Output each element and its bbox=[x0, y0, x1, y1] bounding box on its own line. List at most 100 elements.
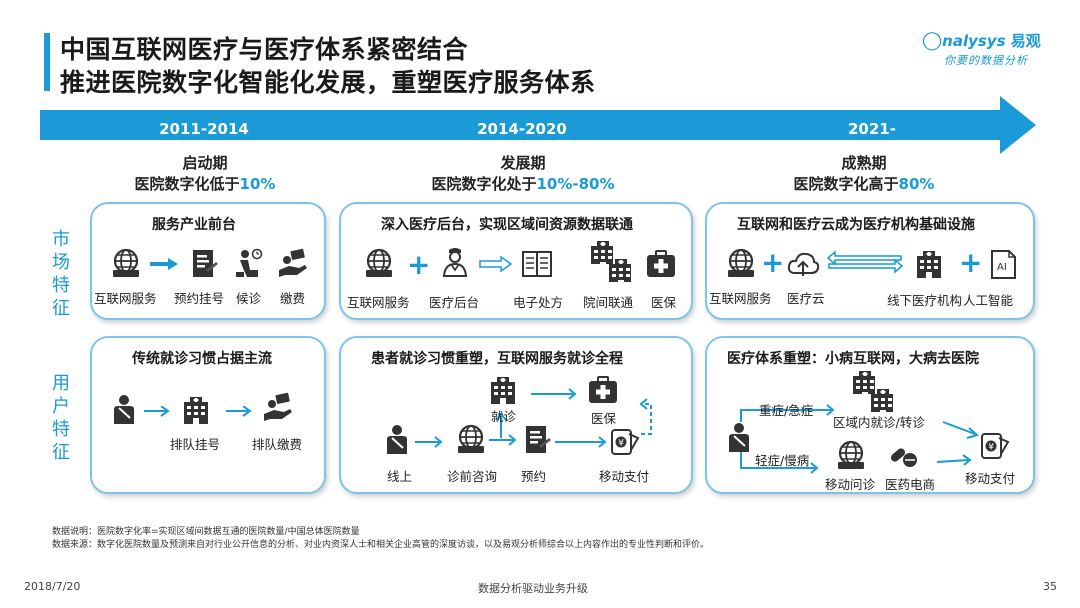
user-card-3: 医疗体系重塑：小病互联网，大病去医院 重症/急症 区域内就诊/转诊 轻症/慢病 … bbox=[705, 336, 1035, 494]
phase-3: 成熟期 医院数字化高于80% bbox=[734, 153, 994, 195]
item-label: 互联网服务 bbox=[94, 291, 157, 306]
flow-connectors bbox=[415, 388, 652, 448]
item-label: 移动问诊 bbox=[825, 477, 876, 492]
phase-2: 发展期 医院数字化处于10%-80% bbox=[393, 153, 653, 195]
item-label: 线下医疗机构 bbox=[887, 293, 963, 308]
footnote-data-source: 数据来源：数字化医院数量及预测来自对行业公开信息的分析、对业内资深人士和相关企业… bbox=[52, 540, 710, 550]
phase-desc: 医院数字化低于10% bbox=[134, 175, 276, 193]
item-label: 预约挂号 bbox=[174, 291, 225, 306]
hospital-icon bbox=[609, 259, 631, 282]
item-label: 互联网服务 bbox=[347, 295, 410, 310]
pills-icon bbox=[888, 446, 918, 468]
arrow-right-icon bbox=[150, 258, 178, 270]
person-icon bbox=[728, 422, 750, 453]
logo: ◯nalysys 易观 bbox=[922, 30, 1041, 51]
period-3: 2021- bbox=[848, 120, 896, 138]
item-label: 移动支付 bbox=[965, 471, 1016, 486]
page-number: 35 bbox=[1043, 580, 1057, 593]
item-label: 移动支付 bbox=[599, 469, 650, 484]
plus-icon: + bbox=[407, 248, 431, 281]
side-label-market: 市场特征 bbox=[52, 229, 70, 319]
ai-document-icon bbox=[991, 250, 1016, 279]
logo-ring-icon: ◯ bbox=[922, 30, 943, 51]
market-card-3: 互联网和医疗云成为医疗机构基础设施 + + 互联网服务 医疗云 线下医疗机构 人… bbox=[705, 202, 1035, 320]
item-label: 线上 bbox=[387, 469, 413, 484]
item-label: 电子处方 bbox=[513, 295, 564, 310]
item-label: 就诊 bbox=[491, 409, 517, 424]
hospital-icon bbox=[871, 389, 893, 412]
market-card-2: 深入医疗后台，实现区域间资源数据联通 + 互联网服务 医疗后台 电子处方 院间联… bbox=[339, 202, 693, 320]
item-label: 候诊 bbox=[236, 291, 262, 306]
footer-date: 2018/7/20 bbox=[24, 580, 81, 593]
item-label: 院间联通 bbox=[583, 295, 634, 310]
item-label: 医疗后台 bbox=[429, 295, 480, 310]
payment-icon bbox=[264, 392, 292, 421]
cloud-upload-icon bbox=[787, 252, 820, 277]
hospital-icon bbox=[917, 251, 941, 278]
user-card-2: 患者就诊习惯重塑，互联网服务就诊全程 就诊 医保 线上 诊前咨询 预约 移动支付 bbox=[339, 336, 693, 494]
title-accent-bar bbox=[44, 33, 50, 91]
hospital-icon bbox=[491, 377, 515, 404]
item-label: 医保 bbox=[591, 411, 617, 426]
item-label: 医药电商 bbox=[885, 477, 936, 492]
item-label: 重症/急症 bbox=[759, 403, 814, 418]
mobile-payment-icon bbox=[611, 429, 639, 455]
logo-brand: nalysys bbox=[942, 32, 1006, 50]
globe-icon bbox=[836, 440, 866, 471]
item-label: 排队缴费 bbox=[252, 437, 303, 452]
item-label: 互联网服务 bbox=[709, 291, 772, 306]
waiting-icon bbox=[235, 248, 263, 278]
phase-1: 启动期 医院数字化低于10% bbox=[75, 153, 335, 195]
user-card-1: 传统就诊习惯占据主流 排队挂号 排队缴费 bbox=[90, 336, 326, 494]
item-label: 区域内就诊/转诊 bbox=[833, 415, 925, 430]
market-card-1: 服务产业前台 互联网服务 预约挂号 候诊 缴费 bbox=[90, 202, 326, 320]
phase-name: 发展期 bbox=[500, 154, 546, 172]
medical-kit-icon bbox=[588, 376, 618, 404]
logo-cn: 易观 bbox=[1010, 32, 1041, 50]
logo-tagline: 你要的数据分析 bbox=[944, 54, 1028, 67]
globe-icon bbox=[111, 248, 141, 279]
mobile-payment-icon bbox=[981, 433, 1009, 459]
side-label-user: 用户特征 bbox=[52, 373, 70, 463]
bidirectional-arrow-icon bbox=[827, 250, 903, 274]
prescription-book-icon bbox=[522, 251, 552, 277]
footnote-data-note: 数据说明：医院数字化率=实现区域间数据互通的医院数量/中国总体医院数量 bbox=[52, 527, 360, 537]
medical-kit-icon bbox=[646, 250, 676, 278]
flow-connectors bbox=[740, 404, 980, 474]
phase-name: 启动期 bbox=[182, 154, 228, 172]
card-title: 传统就诊习惯占据主流 bbox=[132, 351, 272, 367]
item-label: 医疗云 bbox=[787, 291, 825, 306]
plus-icon: + bbox=[761, 246, 785, 279]
arrow-right-icon bbox=[226, 406, 251, 417]
arrow-right-icon bbox=[144, 406, 169, 417]
person-icon bbox=[113, 394, 135, 425]
item-label: 预约 bbox=[521, 469, 547, 484]
item-label: 医保 bbox=[651, 295, 677, 310]
page-title-line1: 中国互联网医疗与医疗体系紧密结合 bbox=[60, 35, 469, 64]
form-icon bbox=[526, 426, 551, 453]
item-label: 缴费 bbox=[280, 291, 306, 306]
card-title: 互联网和医疗云成为医疗机构基础设施 bbox=[737, 217, 975, 233]
form-icon bbox=[193, 250, 218, 277]
item-label: 轻症/慢病 bbox=[755, 453, 810, 468]
person-icon bbox=[386, 424, 408, 455]
timeline-arrow bbox=[40, 96, 1036, 154]
hospital-icon bbox=[184, 397, 208, 424]
payment-icon bbox=[279, 248, 307, 277]
phase-desc: 医院数字化高于80% bbox=[793, 175, 935, 193]
card-title: 医疗体系重塑：小病互联网，大病去医院 bbox=[727, 351, 979, 367]
card-title: 服务产业前台 bbox=[152, 217, 236, 233]
item-label: 排队挂号 bbox=[170, 437, 221, 452]
nurse-icon bbox=[443, 247, 467, 277]
item-label: 人工智能 bbox=[963, 293, 1014, 308]
card-title: 患者就诊习惯重塑，互联网服务就诊全程 bbox=[371, 351, 623, 367]
phase-desc: 医院数字化处于10%-80% bbox=[431, 175, 615, 193]
period-2: 2014-2020 bbox=[477, 120, 567, 138]
page-title-line2: 推进医院数字化智能化发展，重塑医疗服务体系 bbox=[60, 68, 596, 97]
plus-icon: + bbox=[959, 246, 983, 279]
globe-icon bbox=[726, 248, 756, 279]
hollow-arrow-icon bbox=[479, 256, 513, 272]
card-title: 深入医疗后台，实现区域间资源数据联通 bbox=[381, 217, 633, 233]
globe-icon bbox=[456, 424, 486, 455]
phase-name: 成熟期 bbox=[841, 154, 887, 172]
